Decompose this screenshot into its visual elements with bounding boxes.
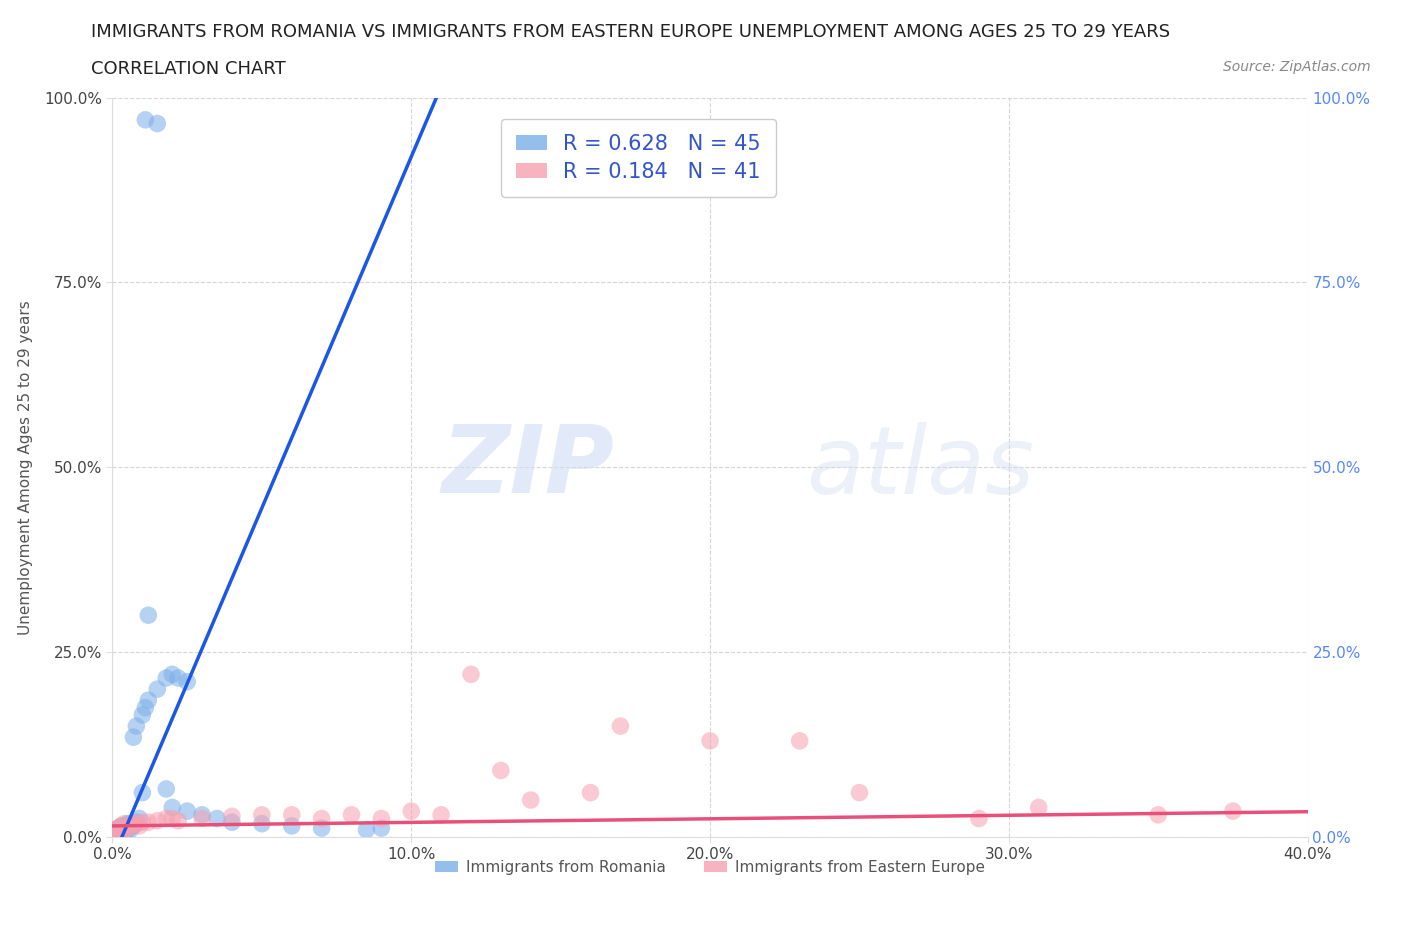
Point [370, 820, 392, 835]
Point [155, 671, 177, 685]
Point [205, 811, 228, 826]
Point [138, 608, 160, 623]
Point [131, 708, 153, 723]
Point [107, 824, 129, 839]
Point [120, 817, 142, 831]
Point [125, 817, 148, 831]
Point [107, 827, 129, 842]
Point [114, 820, 135, 835]
Point [134, 113, 156, 127]
Point [125, 719, 148, 734]
Point [146, 116, 169, 131]
Point [122, 730, 145, 745]
Point [110, 825, 132, 840]
Point [122, 818, 145, 833]
Point [281, 818, 304, 833]
Point [107, 820, 129, 835]
Point [138, 693, 160, 708]
Point [699, 734, 721, 749]
Point [155, 811, 177, 826]
Point [101, 827, 124, 842]
Point [311, 820, 333, 835]
Point [110, 822, 132, 837]
Point [162, 667, 183, 682]
Point [122, 817, 145, 831]
Point [430, 807, 453, 822]
Point [401, 804, 423, 818]
Point [114, 822, 135, 837]
Point [1028, 800, 1050, 815]
Point [579, 785, 602, 800]
Point [250, 807, 273, 822]
Point [114, 817, 135, 831]
Point [221, 809, 243, 824]
Text: CORRELATION CHART: CORRELATION CHART [91, 60, 287, 78]
Point [176, 804, 198, 818]
Point [128, 818, 150, 833]
Point [967, 811, 990, 826]
Point [117, 817, 139, 831]
Point [104, 822, 127, 837]
Text: ZIP: ZIP [441, 421, 614, 513]
Point [146, 682, 169, 697]
Point [131, 785, 153, 800]
Point [460, 667, 482, 682]
Point [110, 818, 132, 833]
Point [1222, 804, 1244, 818]
Point [155, 781, 177, 796]
Point [221, 815, 243, 830]
Point [104, 826, 127, 841]
Point [104, 824, 127, 839]
Point [191, 807, 214, 822]
Point [848, 785, 870, 800]
Point [110, 824, 132, 839]
Point [1147, 807, 1170, 822]
Point [162, 811, 183, 826]
Legend: Immigrants from Romania, Immigrants from Eastern Europe: Immigrants from Romania, Immigrants from… [429, 854, 991, 881]
Point [520, 792, 543, 807]
Y-axis label: Unemployment Among Ages 25 to 29 years: Unemployment Among Ages 25 to 29 years [18, 300, 32, 634]
Point [311, 811, 333, 826]
Point [789, 734, 811, 749]
Point [104, 827, 127, 842]
Point [117, 822, 139, 837]
Text: atlas: atlas [806, 422, 1033, 512]
Point [609, 719, 631, 734]
Point [101, 824, 124, 839]
Point [167, 671, 190, 685]
Point [107, 820, 129, 835]
Point [167, 814, 190, 829]
Point [489, 763, 512, 777]
Point [117, 820, 139, 835]
Point [125, 815, 148, 830]
Point [134, 700, 156, 715]
Point [370, 811, 392, 826]
Point [250, 817, 273, 831]
Point [120, 818, 142, 833]
Point [340, 807, 363, 822]
Point [191, 811, 214, 826]
Point [120, 822, 142, 837]
Point [101, 826, 124, 841]
Point [281, 807, 304, 822]
Point [104, 822, 127, 837]
Point [110, 818, 132, 833]
Point [176, 674, 198, 689]
Point [146, 814, 169, 829]
Text: IMMIGRANTS FROM ROMANIA VS IMMIGRANTS FROM EASTERN EUROPE UNEMPLOYMENT AMONG AGE: IMMIGRANTS FROM ROMANIA VS IMMIGRANTS FR… [91, 23, 1171, 41]
Point [107, 824, 129, 839]
Point [131, 815, 153, 830]
Point [128, 811, 150, 826]
Point [114, 824, 135, 839]
Point [162, 800, 183, 815]
Text: Source: ZipAtlas.com: Source: ZipAtlas.com [1223, 60, 1371, 74]
Point [138, 815, 160, 830]
Point [356, 822, 378, 837]
